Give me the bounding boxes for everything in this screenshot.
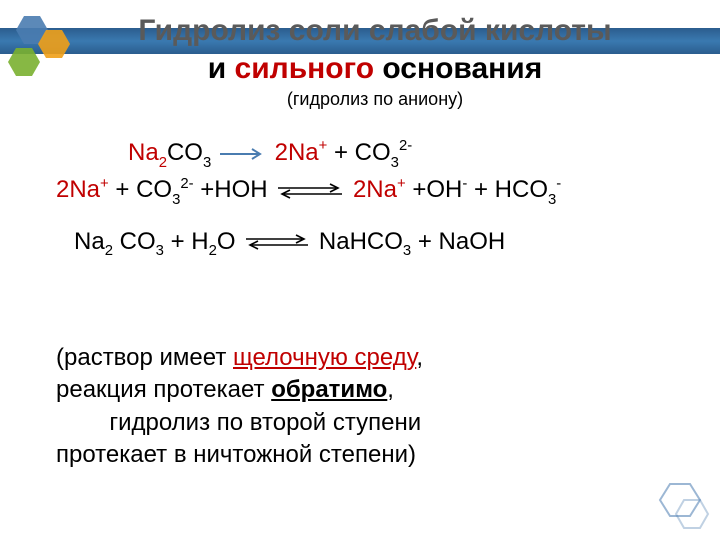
eq2-hco3: + HCO3- [467,176,561,203]
arrow-icon [218,146,268,162]
eq2-co3: + CO32- [109,176,194,203]
title-line-2-red: сильного [235,52,375,85]
eq3-h2o: + H2O [164,228,236,255]
note-line-3: гидролиз по второй ступени [56,407,680,439]
note-2-pre: реакция протекает [56,376,271,403]
eq3-co3: CO3 [113,228,164,255]
equation-3: Na2 CO3 + H2O NaHCO3 + NaOH [56,225,680,262]
notes-block: (раствор имеет щелочную среду, реакция п… [56,342,680,472]
equation-2: 2Na+ + CO32- +HOH 2Na+ +OH- + HCO3- [56,173,680,210]
hexagon-decor-top [6,12,76,102]
note-2-bold: обратимо [271,376,387,403]
eq2-hoh: +HOH [194,176,275,203]
note-1-post: , [416,344,423,371]
eq2-oh: +OH- [406,176,468,203]
equation-1: Na2CO3 2Na+ + CO32- [56,136,680,173]
subtitle: (гидролиз по аниону) [50,89,700,110]
reversible-arrow-icon [242,232,312,252]
note-line-4: протекает в ничтожной степени) [56,439,680,471]
note-line-2: реакция протекает обратимо, [56,374,680,406]
eq1-na: Na2 [128,139,167,166]
eq3-naoh: + NaOH [411,228,505,255]
title-line-1: Гидролиз соли слабой кислоты [50,12,700,50]
eq2-2na: 2Na+ [56,176,109,203]
title-line-2: и сильного основания [50,50,700,88]
slide-root: Гидролиз соли слабой кислоты и сильного … [0,0,720,540]
eq3-nahco3: NaHCO3 [319,228,411,255]
eq2-rhs-2na: 2Na+ [353,176,406,203]
eq1-co3: CO3 [167,139,211,166]
eq1-2na: 2Na+ [275,139,328,166]
title-line-2-prefix: и [208,52,235,85]
eq1-plus-co3: + CO32- [327,139,412,166]
note-line-1: (раствор имеет щелочную среду, [56,342,680,374]
note-1-red: щелочную среду [233,344,416,371]
note-2-post: , [387,376,394,403]
hexagon-decor-corner [650,478,714,534]
title-block: Гидролиз соли слабой кислоты и сильного … [50,12,700,110]
title-line-2-suffix: основания [374,52,542,85]
equations-block: Na2CO3 2Na+ + CO32- 2Na+ + CO32- +HOH 2N… [56,136,680,262]
eq3-na2: Na2 [74,228,113,255]
reversible-arrow-icon [274,181,346,201]
note-1-pre: (раствор имеет [56,344,233,371]
